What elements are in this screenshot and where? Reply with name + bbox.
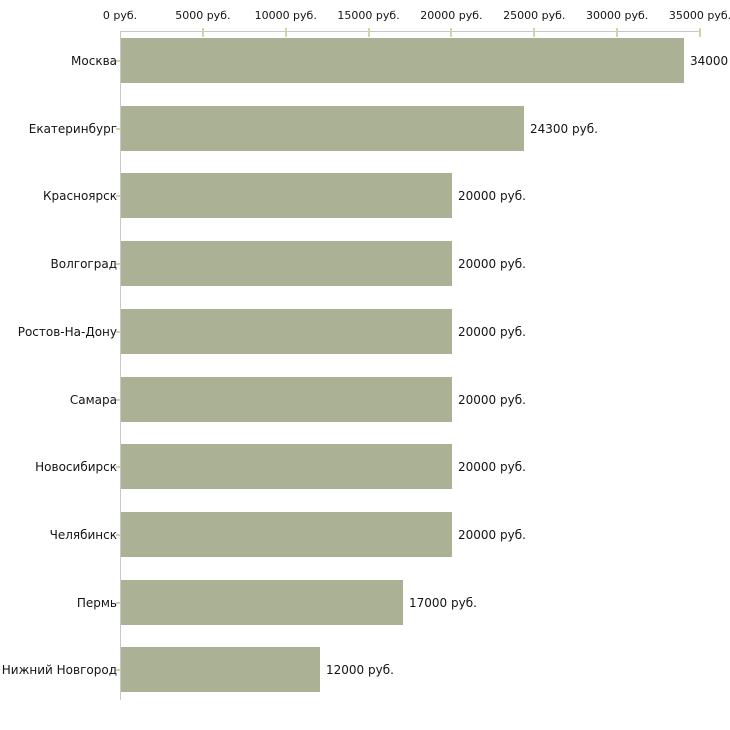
value-label: 20000 руб. — [458, 392, 526, 407]
y-axis-tick — [116, 330, 120, 333]
category-label: Новосибирск — [35, 459, 117, 474]
value-label: 24300 руб. — [530, 121, 598, 136]
bar — [121, 377, 452, 422]
bar — [121, 647, 320, 692]
x-axis-tick-label: 15000 руб. — [337, 9, 400, 22]
x-axis-tick-label: 35000 руб. — [668, 9, 730, 22]
x-axis-tick — [616, 28, 619, 37]
value-label: 34000 руб. — [690, 53, 730, 68]
y-axis-line — [120, 31, 121, 700]
bar — [121, 38, 684, 83]
value-label: 20000 руб. — [458, 459, 526, 474]
y-axis-tick — [116, 465, 120, 468]
category-label: Екатеринбург — [28, 121, 117, 136]
value-label: 17000 руб. — [409, 595, 477, 610]
bar — [121, 512, 452, 557]
x-axis-tick-label: 30000 руб. — [586, 9, 649, 22]
value-label: 20000 руб. — [458, 527, 526, 542]
category-label: Самара — [69, 392, 117, 407]
category-label: Ростов-На-Дону — [17, 324, 117, 339]
bar — [121, 173, 452, 218]
y-axis-tick — [116, 262, 120, 265]
x-axis-tick — [284, 28, 287, 37]
bar — [121, 309, 452, 354]
x-axis-tick-label: 5000 руб. — [175, 9, 231, 22]
value-label: 20000 руб. — [458, 188, 526, 203]
y-axis-tick — [116, 59, 120, 62]
bar — [121, 106, 524, 151]
x-axis-tick — [450, 28, 453, 37]
x-axis-tick-label: 25000 руб. — [503, 9, 566, 22]
x-axis-line — [120, 31, 701, 32]
category-label: Пермь — [76, 595, 117, 610]
y-axis-tick — [116, 668, 120, 671]
x-axis-tick — [699, 28, 701, 37]
x-axis-tick-label: 20000 руб. — [420, 9, 483, 22]
x-axis-tick-label: 10000 руб. — [254, 9, 317, 22]
y-axis-tick — [116, 533, 120, 536]
x-axis-tick — [533, 28, 536, 37]
bar — [121, 580, 403, 625]
value-label: 20000 руб. — [458, 324, 526, 339]
x-axis-tick — [367, 28, 370, 37]
category-label: Красноярск — [43, 188, 117, 203]
value-label: 20000 руб. — [458, 256, 526, 271]
y-axis-tick — [116, 127, 120, 130]
category-label: Волгоград — [50, 256, 117, 271]
bar — [121, 241, 452, 286]
y-axis-tick — [116, 194, 120, 197]
category-label: Москва — [71, 53, 117, 68]
y-axis-tick — [116, 398, 120, 401]
bar — [121, 444, 452, 489]
x-axis-tick-label: 0 руб. — [102, 9, 138, 22]
y-axis-tick — [116, 601, 120, 604]
value-label: 12000 руб. — [326, 662, 394, 677]
category-label: Нижний Новгород — [1, 662, 117, 677]
category-label: Челябинск — [49, 527, 117, 542]
x-axis-tick — [201, 28, 204, 37]
